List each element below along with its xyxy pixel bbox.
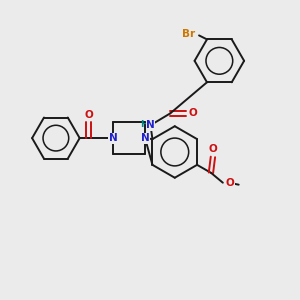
Text: N: N — [109, 133, 118, 143]
Text: H: H — [140, 120, 147, 129]
Text: Br: Br — [182, 29, 195, 39]
Text: O: O — [225, 178, 234, 188]
Text: O: O — [84, 110, 93, 120]
Text: O: O — [189, 108, 197, 118]
Text: N: N — [146, 120, 155, 130]
Text: N: N — [141, 133, 149, 143]
Text: O: O — [208, 144, 217, 154]
